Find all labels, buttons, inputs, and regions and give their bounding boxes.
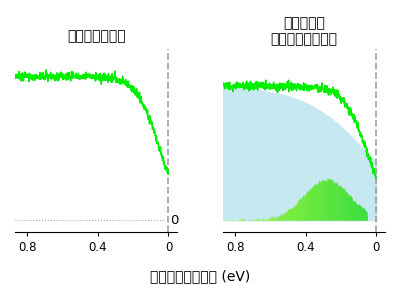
Title: 実験スペクトル: 実験スペクトル bbox=[67, 29, 126, 43]
Text: 0: 0 bbox=[170, 214, 178, 227]
Title: 温度効果を
除いたスペクトル: 温度効果を 除いたスペクトル bbox=[270, 16, 337, 46]
Text: 電子のエネルギー (eV): 電子のエネルギー (eV) bbox=[150, 269, 250, 283]
